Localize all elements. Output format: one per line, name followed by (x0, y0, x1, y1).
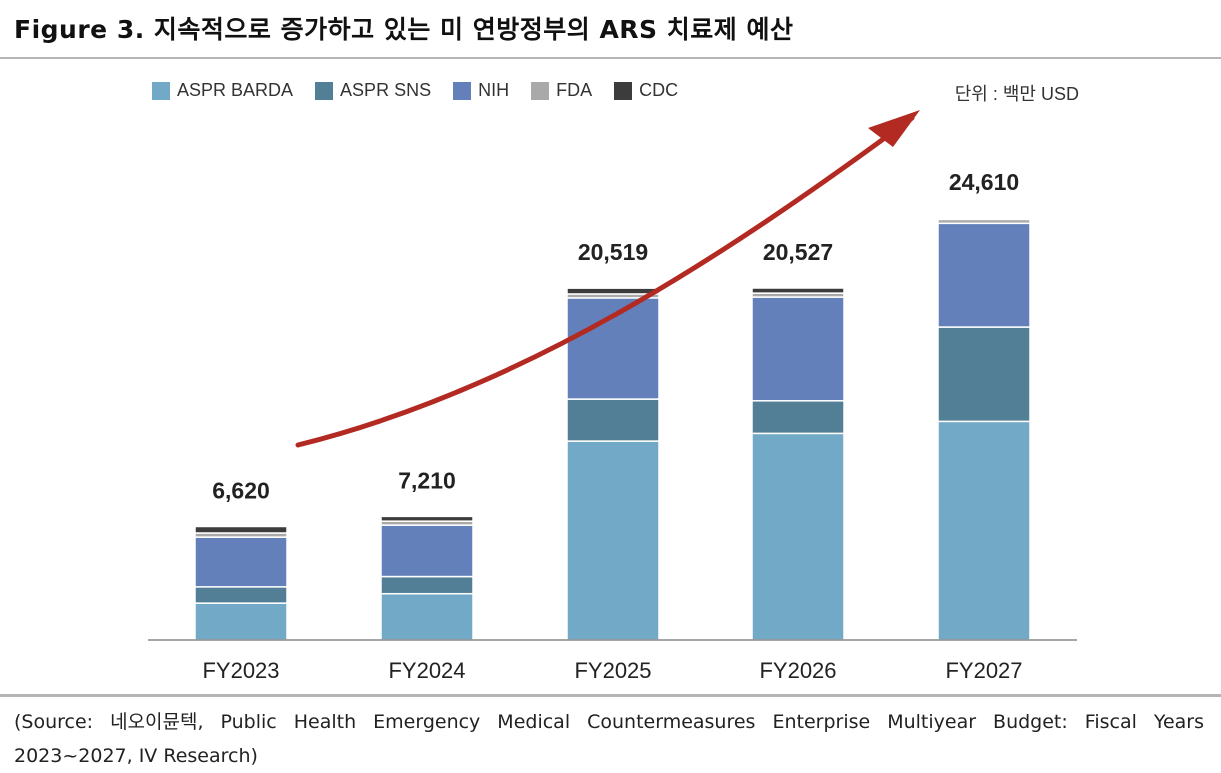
x-tick-label: FY2027 (945, 658, 1022, 683)
legend-swatch (152, 81, 170, 100)
bar-segment (380, 524, 474, 578)
total-label: 7,210 (398, 467, 456, 493)
legend-item: NIH (453, 80, 509, 101)
bar-segment (380, 592, 474, 641)
legend-label: FDA (556, 80, 593, 100)
bottom-divider (0, 694, 1221, 697)
bar-segment (937, 222, 1031, 328)
bar-segment (194, 602, 288, 641)
x-tick-label: FY2026 (759, 658, 836, 683)
total-label: 20,519 (578, 239, 648, 265)
bar-segment (751, 400, 845, 435)
total-label: 20,527 (763, 239, 833, 265)
bar-segment (380, 575, 474, 595)
x-tick-label: FY2023 (202, 658, 279, 683)
legend-label: ASPR BARDA (177, 80, 294, 100)
bar-segment (937, 420, 1031, 641)
total-label: 24,610 (949, 169, 1019, 195)
x-tick-label: FY2024 (388, 658, 465, 683)
bar-segment (751, 287, 845, 294)
bar-segment (566, 398, 660, 442)
figure-title: Figure 3. 지속적으로 증가하고 있는 미 연방정부의 ARS 치료제 … (14, 15, 794, 44)
top-divider (0, 57, 1221, 59)
legend-item: CDC (614, 80, 678, 101)
bar-segment (566, 440, 660, 641)
bar-segment (194, 525, 288, 534)
bar-segment (751, 296, 845, 402)
legend-item: ASPR BARDA (152, 80, 293, 101)
bar-segment (380, 515, 474, 522)
legend-swatch (315, 81, 334, 100)
bar-segment (566, 287, 660, 295)
trend-arrow-head (868, 110, 920, 147)
legend-item: FDA (531, 80, 592, 101)
legend-label: NIH (478, 80, 510, 100)
total-label: 6,620 (212, 477, 270, 503)
legend-swatch (531, 81, 550, 100)
bar-segment (194, 586, 288, 604)
source-note: (Source: 네오이뮨텍, Public Health Emergency … (14, 711, 1204, 767)
legend-label: CDC (639, 80, 679, 100)
bar-segment (751, 432, 845, 641)
legend-item: ASPR SNS (315, 80, 431, 101)
stacked-bar-chart: 6,620 FY2023 7,210 FY2024 20,519 FY2025 20,527… (148, 110, 1077, 683)
legend-swatch (614, 81, 633, 100)
trend-arrow (295, 115, 915, 448)
unit-label: 단위 : 백만 USD (954, 84, 1079, 104)
chart-legend: ASPR BARDA ASPR SNS NIH FDA CDC (152, 80, 678, 101)
legend-swatch (453, 81, 472, 100)
bar-segment (194, 536, 288, 588)
x-tick-label: FY2025 (574, 658, 651, 683)
legend-label: ASPR SNS (340, 80, 432, 100)
bar-segment (937, 217, 1031, 221)
bar-segment (937, 326, 1031, 423)
